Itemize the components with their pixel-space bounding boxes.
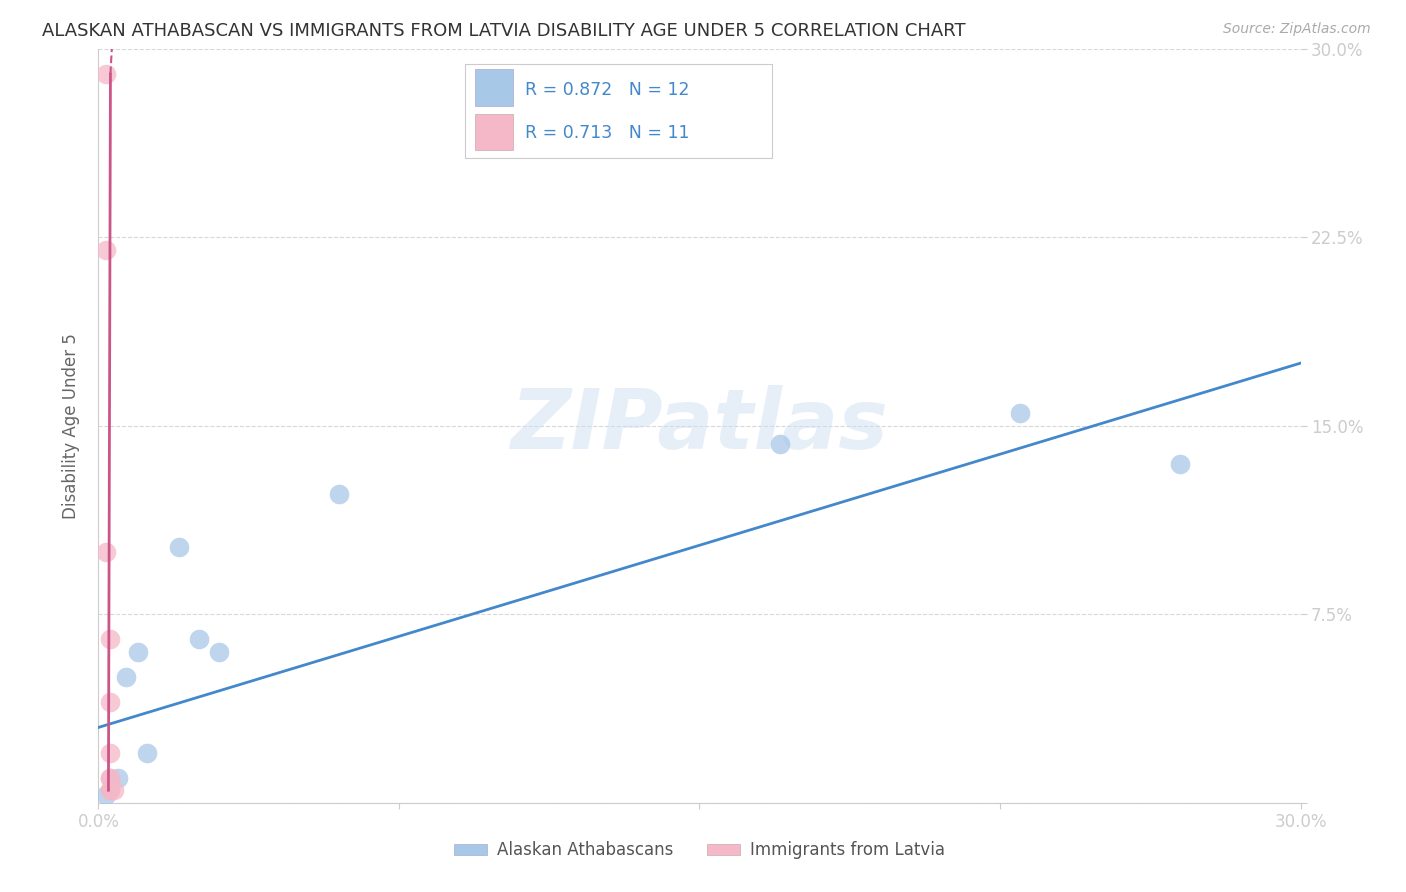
Point [100,771,122,785]
Point [135,746,157,760]
Text: ALASKAN ATHABASCAN VS IMMIGRANTS FROM LATVIA DISABILITY AGE UNDER 5 CORRELATION : ALASKAN ATHABASCAN VS IMMIGRANTS FROM LA… [42,22,966,40]
Point [208,645,231,659]
Y-axis label: Disability Age Under 5: Disability Age Under 5 [62,333,80,519]
Point [115,670,138,684]
Point [100,746,122,760]
Point [167,540,190,554]
Point [100,632,122,647]
Point [107,771,129,785]
Point [96,789,118,803]
Point [100,771,122,785]
Text: R = 0.713   N = 11: R = 0.713 N = 11 [526,124,690,142]
Point [1170,457,1192,471]
Point [100,783,122,797]
Point [96,544,118,558]
Point [100,695,122,709]
Point [100,783,122,797]
Point [103,783,125,797]
Text: Source: ZipAtlas.com: Source: ZipAtlas.com [1223,22,1371,37]
Point [768,436,790,450]
Text: R = 0.872   N = 12: R = 0.872 N = 12 [526,80,690,99]
Point [128,645,150,659]
FancyBboxPatch shape [465,64,772,159]
Text: ZIPatlas: ZIPatlas [510,385,889,467]
Point [96,67,118,81]
Point [1010,406,1032,420]
Legend: Alaskan Athabascans, Immigrants from Latvia: Alaskan Athabascans, Immigrants from Lat… [447,835,952,866]
Point [328,487,350,501]
FancyBboxPatch shape [475,113,513,151]
Point [187,632,209,647]
FancyBboxPatch shape [475,70,513,106]
Point [96,243,118,257]
